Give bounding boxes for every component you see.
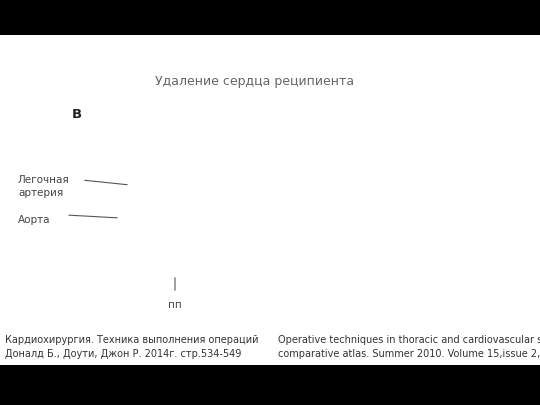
Text: Operative techniques in thoracic and cardiovascular surgery. A
comparative atlas: Operative techniques in thoracic and car… — [278, 335, 540, 359]
Bar — [0, 365, 540, 405]
Text: В: В — [72, 108, 82, 121]
Text: Удаление сердца реципиента: Удаление сердца реципиента — [155, 75, 354, 88]
Text: пп: пп — [168, 300, 182, 310]
Text: Легочная
артерия: Легочная артерия — [18, 175, 70, 198]
Text: Кардиохирургия. Техника выполнения операций
Доналд Б., Доути, Джон Р. 2014г. стр: Кардиохирургия. Техника выполнения опера… — [5, 335, 259, 359]
Bar — [0, 0, 540, 35]
Text: Аорта: Аорта — [18, 215, 51, 225]
